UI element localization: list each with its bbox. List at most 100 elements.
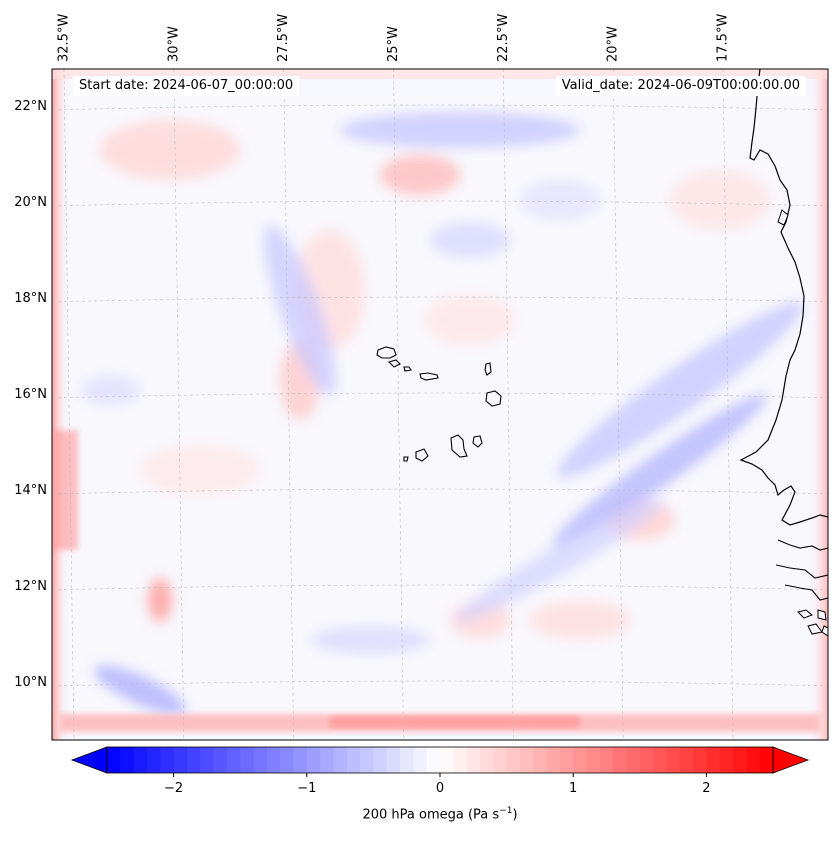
colorbar-swatch bbox=[360, 747, 374, 773]
colorbar: −2 −1 0 1 2 bbox=[70, 746, 810, 796]
colorbar-swatch bbox=[733, 747, 747, 773]
parallel-line bbox=[52, 104, 828, 111]
colorbar-title-close: ) bbox=[512, 807, 518, 823]
colorbar-tick-label: −1 bbox=[297, 781, 316, 796]
colorbar-swatch bbox=[519, 747, 534, 773]
african-coastline bbox=[739, 69, 828, 526]
colorbar-low-extend bbox=[70, 746, 108, 774]
colorbar-swatch bbox=[120, 747, 135, 773]
colorbar-swatch bbox=[293, 747, 308, 773]
colorbar-swatch bbox=[679, 747, 694, 773]
colorbar-swatch bbox=[400, 747, 414, 773]
colorbar-swatch bbox=[133, 747, 148, 773]
longitude-tick-label: 32.5°W bbox=[57, 14, 72, 62]
colorbar-swatch bbox=[306, 747, 321, 773]
cape-verde-islands bbox=[376, 346, 502, 462]
right-boundary-zone bbox=[808, 69, 828, 740]
start-date-label: Start date: 2024-06-07_00:00:00 bbox=[73, 76, 300, 96]
colorbar-swatch bbox=[186, 747, 201, 773]
longitude-tick-label: 27.5°W bbox=[276, 14, 291, 62]
colorbar-swatch bbox=[666, 747, 681, 773]
meridian-line bbox=[393, 69, 404, 740]
colorbar-tick-label: 2 bbox=[702, 781, 710, 796]
colorbar-swatch bbox=[253, 747, 268, 773]
colorbar-swatch bbox=[440, 747, 454, 773]
meridian-line bbox=[722, 69, 734, 740]
colorbar-swatch bbox=[226, 747, 241, 773]
latitude-labels: 22°N 20°N 18°N 16°N 14°N 12°N 10°N bbox=[14, 99, 47, 690]
colorbar-swatch bbox=[653, 747, 667, 773]
left-boundary-zone bbox=[52, 69, 70, 740]
parallel-line bbox=[52, 392, 828, 399]
parallel-line bbox=[52, 584, 828, 591]
colorbar-tick-label: 0 bbox=[436, 781, 444, 796]
omega-field bbox=[52, 69, 828, 740]
colorbar-swatch bbox=[173, 747, 188, 773]
longitude-tick-label: 17.5°W bbox=[716, 14, 731, 62]
colorbar-swatch bbox=[626, 747, 641, 773]
colorbar-swatch bbox=[200, 747, 215, 773]
latitude-tick-label: 16°N bbox=[14, 387, 47, 402]
longitude-labels: 32.5°W 30°W 27.5°W 25°W 22.5°W 20°W 17.5°W bbox=[57, 14, 731, 62]
meridian-line bbox=[612, 69, 624, 740]
parallel-line bbox=[52, 296, 828, 303]
gridlines bbox=[52, 69, 828, 740]
latitude-tick-label: 14°N bbox=[14, 483, 47, 498]
meridian-line bbox=[173, 69, 185, 740]
colorbar-swatch bbox=[639, 747, 654, 773]
meridian-line bbox=[283, 69, 294, 740]
meridian-line bbox=[63, 69, 75, 740]
colorbar-swatch bbox=[559, 747, 574, 773]
colorbar-title-text: 200 hPa omega (Pa s bbox=[362, 807, 500, 823]
latitude-tick-label: 22°N bbox=[14, 99, 47, 114]
latitude-tick-label: 12°N bbox=[14, 579, 47, 594]
latitude-tick-label: 18°N bbox=[14, 291, 47, 306]
parallel-line bbox=[52, 200, 828, 207]
colorbar-swatch bbox=[706, 747, 721, 773]
colorbar-swatch bbox=[320, 747, 334, 773]
colorbar-title-unit-exp: −1 bbox=[499, 806, 513, 816]
colorbar-swatch bbox=[466, 747, 481, 773]
colorbar-swatch bbox=[213, 747, 228, 773]
colorbar-swatch bbox=[493, 747, 508, 773]
colorbar-swatch bbox=[107, 747, 121, 773]
colorbar-title: 200 hPa omega (Pa s−1) bbox=[0, 806, 837, 822]
colorbar-swatch bbox=[759, 747, 774, 773]
colorbar-swatch bbox=[333, 747, 348, 773]
colorbar-swatch bbox=[599, 747, 614, 773]
colorbar-swatch bbox=[266, 747, 281, 773]
colorbar-swatch bbox=[240, 747, 255, 773]
latitude-tick-label: 20°N bbox=[14, 195, 47, 210]
colorbar-high-extend bbox=[772, 746, 810, 774]
colorbar-swatch bbox=[453, 747, 468, 773]
colorbar-swatch bbox=[479, 747, 494, 773]
colorbar-tick-label: 1 bbox=[569, 781, 577, 796]
colorbar-swatch bbox=[586, 747, 601, 773]
colorbar-tick-label: −2 bbox=[164, 781, 183, 796]
colorbar-swatch bbox=[280, 747, 294, 773]
colorbar-swatch bbox=[160, 747, 175, 773]
longitude-tick-label: 22.5°W bbox=[496, 14, 511, 62]
longitude-tick-label: 30°W bbox=[166, 26, 181, 62]
valid-date-label: Valid_date: 2024-06-09T00:00:00.00 bbox=[555, 76, 806, 96]
parallel-line bbox=[52, 680, 828, 687]
colorbar-swatch bbox=[746, 747, 761, 773]
colorbar-swatch bbox=[573, 747, 588, 773]
map-frame bbox=[51, 68, 829, 741]
colorbar-swatch bbox=[146, 747, 161, 773]
omega-anomalies bbox=[80, 112, 804, 715]
colorbar-swatch bbox=[719, 747, 734, 773]
colorbar-swatch bbox=[373, 747, 388, 773]
parallel-line bbox=[52, 488, 828, 495]
latitude-tick-label: 10°N bbox=[14, 675, 47, 690]
colorbar-swatch bbox=[426, 747, 441, 773]
colorbar-swatch bbox=[346, 747, 361, 773]
longitude-tick-label: 25°W bbox=[386, 26, 401, 62]
colorbar-swatch bbox=[693, 747, 707, 773]
longitude-tick-label: 20°W bbox=[606, 26, 621, 62]
colorbar-swatch bbox=[413, 747, 428, 773]
meridian-line bbox=[503, 69, 514, 740]
colorbar-swatch bbox=[506, 747, 521, 773]
